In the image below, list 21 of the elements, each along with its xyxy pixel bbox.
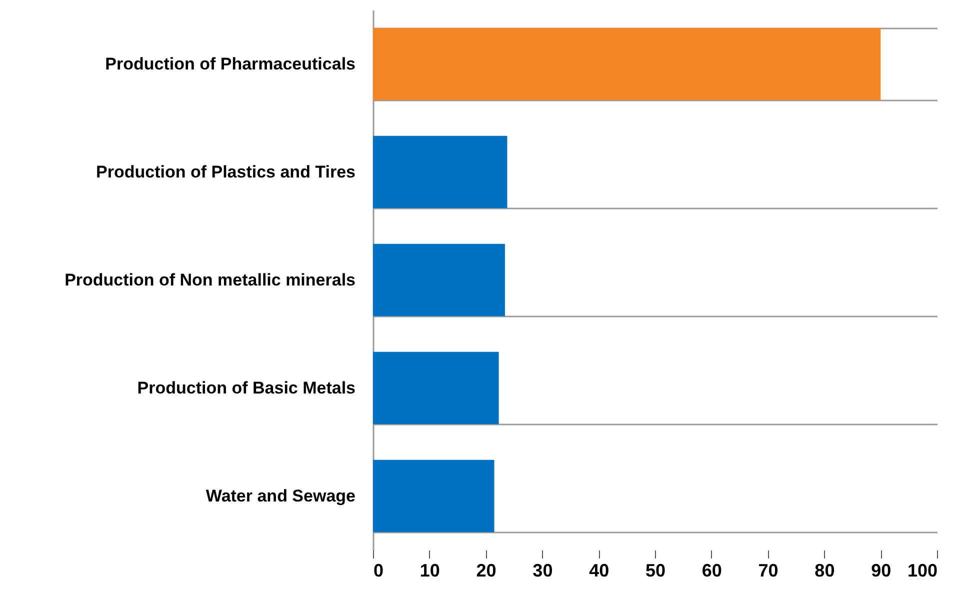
x-tick-label: 90 bbox=[871, 560, 892, 580]
bar bbox=[373, 460, 494, 532]
x-tick-label: 20 bbox=[476, 560, 496, 580]
y-tick-label: Production of Pharmaceuticals bbox=[105, 54, 356, 74]
x-tick-label: 80 bbox=[814, 560, 835, 580]
bar bbox=[373, 136, 508, 208]
y-tick-label: Production of Basic Metals bbox=[137, 378, 356, 398]
x-tick-label: 60 bbox=[702, 560, 722, 580]
x-tick-label: 0 bbox=[374, 560, 384, 580]
bar bbox=[373, 352, 499, 424]
bar bbox=[373, 244, 505, 316]
y-tick-label: Production of Non metallic minerals bbox=[64, 270, 356, 290]
y-tick-label: Water and Sewage bbox=[206, 486, 356, 506]
y-tick-label: Production of Plastics and Tires bbox=[96, 162, 356, 182]
bar bbox=[373, 28, 881, 100]
x-tick-label: 50 bbox=[645, 560, 666, 580]
x-tick-label: 70 bbox=[758, 560, 778, 580]
x-tick-label: 40 bbox=[589, 560, 610, 580]
x-tick-label: 30 bbox=[532, 560, 553, 580]
x-tick-label: 10 bbox=[420, 560, 440, 580]
x-tick-label: 100 bbox=[907, 560, 938, 580]
